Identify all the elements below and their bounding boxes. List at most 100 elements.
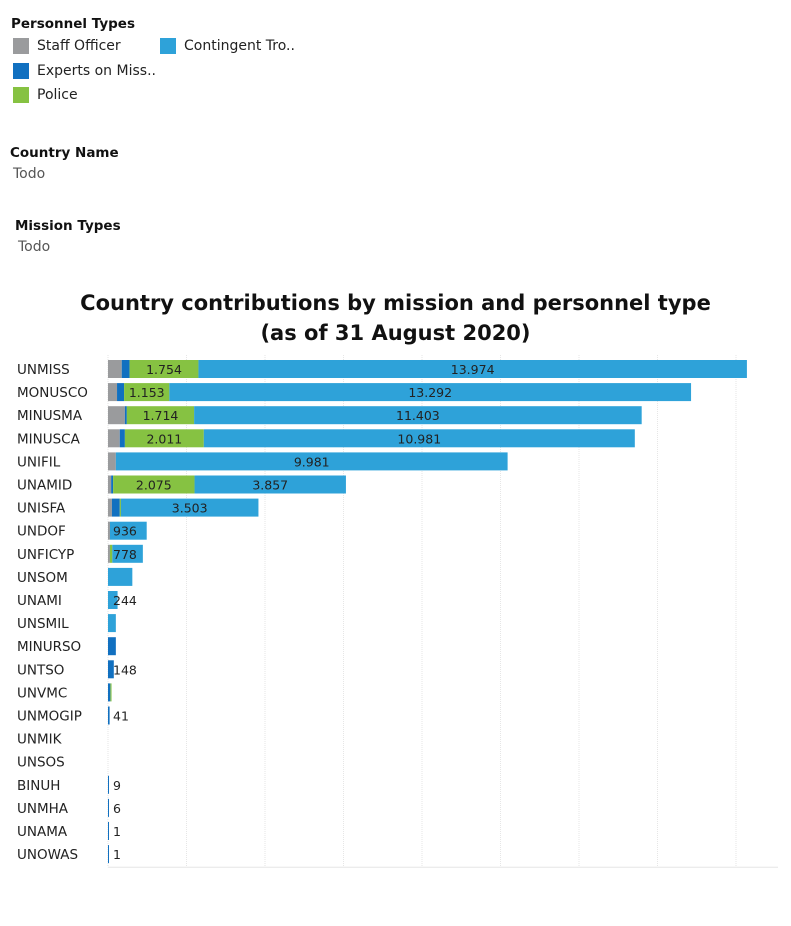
data-label: 778 bbox=[113, 547, 137, 562]
mission-filter-label: Mission Types bbox=[15, 218, 121, 234]
category-label: UNFICYP bbox=[17, 547, 74, 563]
mission-filter-value[interactable]: Todo bbox=[18, 239, 51, 255]
bar-segment-staff[interactable] bbox=[108, 521, 110, 540]
bar-segment-contingent[interactable] bbox=[169, 383, 692, 402]
chart-subtitle: (as of 31 August 2020) bbox=[260, 321, 531, 345]
bar-segment-contingent[interactable] bbox=[203, 429, 635, 448]
bar-segment-police[interactable] bbox=[119, 498, 121, 517]
legend-title: Personnel Types bbox=[11, 16, 135, 32]
data-label: 1.754 bbox=[146, 362, 182, 377]
legend-label: Contingent Tro.. bbox=[184, 38, 295, 54]
bar-segment-contingent[interactable] bbox=[108, 591, 118, 609]
bar-segment-experts[interactable] bbox=[119, 429, 125, 448]
bar-segment-staff[interactable] bbox=[108, 475, 112, 494]
bar-segment-experts[interactable] bbox=[124, 406, 127, 425]
experts-swatch bbox=[13, 63, 29, 79]
legend-label: Staff Officer bbox=[37, 38, 121, 54]
category-label: UNOWAS bbox=[17, 847, 78, 863]
bar-segment-experts[interactable] bbox=[111, 475, 114, 494]
bar-segment-experts[interactable] bbox=[108, 798, 109, 817]
bar-segment-police[interactable] bbox=[124, 429, 204, 448]
chart-title-block: Country contributions by mission and per… bbox=[0, 288, 791, 348]
category-label: UNVMC bbox=[17, 685, 67, 701]
country-filter-label: Country Name bbox=[10, 145, 119, 161]
data-label: 936 bbox=[113, 524, 137, 539]
bar-segment-experts[interactable] bbox=[108, 706, 110, 725]
bar-segment-contingent[interactable] bbox=[108, 567, 133, 586]
category-label: MINURSO bbox=[17, 639, 81, 655]
bar-segment-experts[interactable] bbox=[117, 383, 125, 402]
data-label: 2.011 bbox=[146, 431, 182, 446]
category-label: UNMIK bbox=[17, 732, 63, 748]
category-label: UNAMID bbox=[17, 478, 72, 494]
legend-item-contingent[interactable]: Contingent Tro.. bbox=[160, 38, 295, 54]
bar-segment-staff[interactable] bbox=[108, 383, 118, 402]
bar-segment-experts[interactable] bbox=[111, 498, 120, 517]
bar-segment-staff[interactable] bbox=[108, 452, 116, 471]
bar-segment-contingent[interactable] bbox=[109, 521, 147, 540]
bar-segment-experts[interactable] bbox=[108, 775, 109, 794]
data-label: 41 bbox=[113, 709, 129, 724]
category-label: UNISFA bbox=[17, 501, 66, 517]
bar-segment-police[interactable] bbox=[124, 383, 170, 402]
bar-segment-staff[interactable] bbox=[108, 360, 122, 378]
bar-segment-staff[interactable] bbox=[108, 406, 125, 425]
data-label: 10.981 bbox=[397, 431, 441, 446]
staff-officer-swatch bbox=[13, 38, 29, 54]
category-label: UNIFIL bbox=[17, 454, 61, 470]
bar-segment-staff[interactable] bbox=[108, 544, 110, 563]
bar-segment-police[interactable] bbox=[129, 360, 199, 378]
data-label: 13.974 bbox=[451, 362, 495, 377]
bar-chart: UNMISS 1.754 13.974 MONUSCO 1.153 13.292 MINUS… bbox=[17, 355, 778, 868]
data-label: 1.714 bbox=[143, 408, 179, 423]
bar-segment-contingent[interactable] bbox=[108, 614, 116, 633]
bar-segment-police[interactable] bbox=[109, 544, 113, 563]
bar-segment-contingent[interactable] bbox=[112, 544, 143, 563]
category-label: UNSOS bbox=[17, 755, 65, 771]
bar-segment-police[interactable] bbox=[110, 683, 112, 702]
bar-segment-experts[interactable] bbox=[108, 683, 111, 702]
data-label: 3.857 bbox=[252, 478, 288, 493]
category-label: UNMHA bbox=[17, 801, 69, 817]
category-label: UNMOGIP bbox=[17, 709, 82, 725]
bar-segment-contingent[interactable] bbox=[198, 360, 747, 378]
bar-segment-staff[interactable] bbox=[108, 498, 112, 517]
police-swatch bbox=[13, 87, 29, 103]
data-label: 244 bbox=[113, 593, 137, 608]
legend-label: Experts on Miss.. bbox=[37, 63, 156, 79]
data-label: 2.075 bbox=[136, 478, 172, 493]
data-label: 6 bbox=[113, 801, 121, 816]
category-label: MONUSCO bbox=[17, 385, 88, 401]
chart-title: Country contributions by mission and per… bbox=[80, 291, 711, 315]
bar-segment-contingent[interactable] bbox=[194, 475, 346, 494]
bar-segment-contingent[interactable] bbox=[194, 406, 642, 425]
legend-item-staff-officer[interactable]: Staff Officer bbox=[13, 38, 121, 54]
bar-segment-police[interactable] bbox=[113, 475, 195, 494]
category-label: UNSOM bbox=[17, 570, 68, 586]
bar-segment-contingent[interactable] bbox=[115, 452, 508, 471]
bar-segment-contingent[interactable] bbox=[120, 498, 259, 517]
data-label: 1 bbox=[113, 824, 121, 839]
category-label: MINUSMA bbox=[17, 408, 83, 424]
category-label: UNAMI bbox=[17, 593, 62, 609]
legend-item-police[interactable]: Police bbox=[13, 87, 78, 103]
bar-segment-experts[interactable] bbox=[108, 637, 116, 656]
data-label: 1 bbox=[113, 847, 121, 862]
bar-segment-staff[interactable] bbox=[108, 429, 120, 448]
country-filter-value[interactable]: Todo bbox=[13, 166, 46, 182]
category-label: UNSMIL bbox=[17, 616, 69, 632]
bar-segment-experts[interactable] bbox=[108, 845, 109, 864]
category-label: BINUH bbox=[17, 778, 60, 794]
bar-segment-experts[interactable] bbox=[108, 822, 109, 840]
bar-segment-experts[interactable] bbox=[108, 660, 114, 679]
data-label: 148 bbox=[113, 662, 137, 677]
data-label: 3.503 bbox=[172, 501, 208, 516]
bar-segment-police[interactable] bbox=[126, 406, 195, 425]
category-label: UNDOF bbox=[17, 524, 66, 540]
legend-item-experts[interactable]: Experts on Miss.. bbox=[13, 63, 156, 79]
category-label: MINUSCA bbox=[17, 431, 81, 447]
bar-segment-experts[interactable] bbox=[121, 360, 130, 378]
contingent-swatch bbox=[160, 38, 176, 54]
category-label: UNAMA bbox=[17, 824, 68, 840]
data-label: 11.403 bbox=[396, 408, 440, 423]
